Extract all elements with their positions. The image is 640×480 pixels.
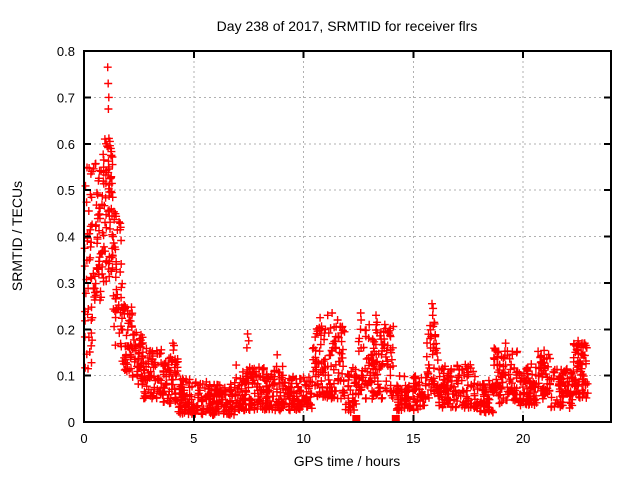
x-tick-label: 5 [190, 431, 197, 446]
y-tick-label: 0.8 [57, 44, 75, 59]
zero-value-marker [391, 415, 400, 422]
y-tick-label: 0.4 [57, 230, 75, 245]
y-tick-label: 0.7 [57, 90, 75, 105]
y-axis-title: SRMTID / TECUs [9, 181, 25, 291]
x-tick-label: 20 [516, 431, 530, 446]
y-tick-label: 0.2 [57, 322, 75, 337]
grid-lines [84, 51, 611, 422]
x-tick-label: 10 [296, 431, 310, 446]
y-tick-label: 0.5 [57, 183, 75, 198]
chart-title: Day 238 of 2017, SRMTID for receiver flr… [217, 18, 478, 34]
x-tick-label: 0 [80, 431, 87, 446]
zero-value-marker [352, 415, 361, 422]
data-markers [80, 63, 592, 419]
x-axis-title: GPS time / hours [294, 453, 401, 469]
plot-frame [83, 50, 612, 423]
y-tick-label: 0.6 [57, 137, 75, 152]
y-tick-label: 0.3 [57, 276, 75, 291]
tick-labels: 0 5 10 15 20 0 0.1 0.2 0.3 0.4 0.5 0.6 0.7 0.8 [57, 44, 530, 446]
x-tick-label: 15 [406, 431, 420, 446]
y-tick-label: 0 [68, 415, 75, 430]
y-tick-label: 0.1 [57, 369, 75, 384]
scatter-points [80, 63, 592, 422]
